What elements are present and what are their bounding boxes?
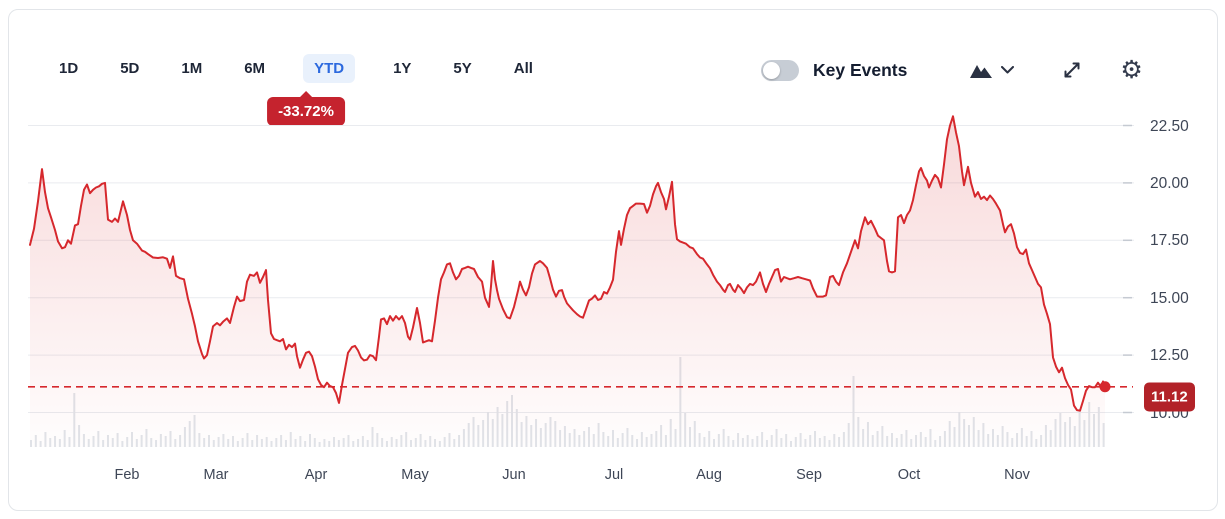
x-axis-month-label: Jun <box>502 467 526 483</box>
key-events-label: Key Events <box>813 59 908 80</box>
range-tabs: 1D 5D 1M 6M YTD 1Y 5Y All <box>55 54 537 83</box>
current-price-badge: 11.12 <box>1144 382 1195 412</box>
y-axis-tick-label: 12.50 <box>1150 347 1189 365</box>
tab-1m[interactable]: 1M <box>181 60 203 77</box>
tab-5d[interactable]: 5D <box>120 60 140 77</box>
current-price-dot <box>1099 381 1111 393</box>
y-axis-tick-label: 20.00 <box>1150 174 1189 192</box>
key-events-toggle[interactable] <box>761 59 799 81</box>
y-axis-tick-label: 15.00 <box>1150 289 1189 307</box>
toggle-knob <box>763 61 780 79</box>
tab-6m[interactable]: 6M <box>244 60 266 77</box>
tab-1d[interactable]: 1D <box>59 60 79 77</box>
x-axis-month-label: May <box>401 467 429 483</box>
area-chart-type-icon[interactable] <box>969 62 993 79</box>
x-axis-month-label: Apr <box>304 467 328 483</box>
tab-1y[interactable]: 1Y <box>393 60 412 77</box>
x-axis-month-label: Jul <box>604 467 624 483</box>
tab-5y[interactable]: 5Y <box>453 60 472 77</box>
settings-gear-icon[interactable]: ⚙ <box>1120 56 1143 84</box>
y-axis-tick-label: 22.50 <box>1150 117 1189 135</box>
y-axis-tick-label: 17.50 <box>1150 232 1189 250</box>
chevron-down-icon[interactable] <box>1001 66 1015 74</box>
x-axis-month-label: Feb <box>114 467 140 483</box>
x-axis-month-label: Sep <box>796 467 822 483</box>
chart-controls: Key Events ⚙ <box>761 54 1143 86</box>
tab-ytd[interactable]: YTD <box>303 54 356 83</box>
price-line <box>29 115 1106 412</box>
x-axis-month-label: Nov <box>1004 467 1030 483</box>
ytd-change-badge: -33.72% <box>267 97 345 126</box>
tab-all[interactable]: All <box>513 60 533 77</box>
x-axis-month-label: Oct <box>897 467 921 483</box>
expand-icon[interactable] <box>1062 60 1082 80</box>
x-axis-month-label: Aug <box>696 467 722 483</box>
x-axis-month-label: Mar <box>203 467 229 483</box>
